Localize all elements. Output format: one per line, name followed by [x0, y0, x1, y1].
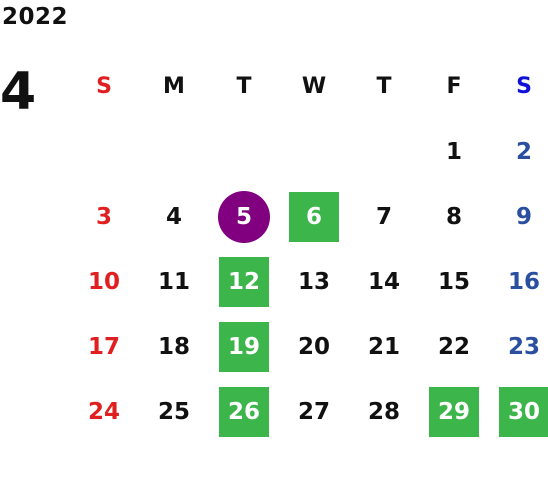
day-number: 18 [157, 333, 190, 360]
day-cell[interactable]: 19 [209, 314, 279, 379]
empty-day-cell [139, 119, 209, 184]
day-number: 10 [87, 268, 120, 295]
day-number: 17 [87, 333, 120, 360]
day-number: 21 [367, 333, 400, 360]
day-cell[interactable]: 22 [419, 314, 489, 379]
day-cell[interactable]: 16 [489, 249, 548, 314]
day-cell[interactable]: 4 [139, 184, 209, 249]
day-cell[interactable]: 18 [139, 314, 209, 379]
day-cell[interactable]: 15 [419, 249, 489, 314]
day-number: 3 [95, 203, 112, 230]
day-cell[interactable]: 10 [69, 249, 139, 314]
day-cell[interactable]: 12 [209, 249, 279, 314]
weekday-header: S [516, 74, 532, 99]
weekday-header: F [446, 74, 462, 99]
day-number: 24 [87, 398, 120, 425]
empty-day-cell [279, 119, 349, 184]
weekday-header: M [163, 74, 185, 99]
day-cell[interactable]: 1 [419, 119, 489, 184]
empty-day-cell [69, 119, 139, 184]
marked-day-number: 29 [429, 386, 479, 437]
day-number: 11 [157, 268, 190, 295]
day-cell[interactable]: 6 [279, 184, 349, 249]
day-cell[interactable]: 9 [489, 184, 548, 249]
marked-day-number: 12 [219, 256, 269, 307]
marked-day-number: 30 [499, 386, 548, 437]
day-cell[interactable]: 30 [489, 379, 548, 444]
day-number: 22 [437, 333, 470, 360]
day-number: 13 [297, 268, 330, 295]
day-number: 7 [375, 203, 392, 230]
day-cell[interactable]: 7 [349, 184, 419, 249]
calendar-grid: S M T W T F S 1 2 3 4 5 6 7 8 9 10 11 12 13 14 15 16 17 18 19 20 21… [69, 54, 548, 444]
day-number: 1 [445, 138, 462, 165]
day-cell[interactable]: 24 [69, 379, 139, 444]
day-cell[interactable]: 20 [279, 314, 349, 379]
empty-day-cell [349, 119, 419, 184]
day-number: 20 [297, 333, 330, 360]
day-cell[interactable]: 25 [139, 379, 209, 444]
day-cell[interactable]: 21 [349, 314, 419, 379]
calendar-month: 4 [0, 62, 37, 122]
marked-day-number: 6 [289, 191, 339, 242]
marked-day-number: 26 [219, 386, 269, 437]
day-number: 8 [445, 203, 462, 230]
day-number: 15 [437, 268, 470, 295]
day-cell[interactable]: 23 [489, 314, 548, 379]
day-number: 28 [367, 398, 400, 425]
day-number: 16 [507, 268, 540, 295]
weekday-header: S [96, 74, 112, 99]
day-number: 9 [515, 203, 532, 230]
weekday-header: W [301, 74, 327, 99]
day-cell[interactable]: 5 [209, 184, 279, 249]
day-cell[interactable]: 14 [349, 249, 419, 314]
day-cell[interactable]: 2 [489, 119, 548, 184]
day-cell[interactable]: 28 [349, 379, 419, 444]
calendar-year: 2022 [2, 4, 69, 30]
day-number: 2 [515, 138, 532, 165]
day-cell[interactable]: 17 [69, 314, 139, 379]
day-cell[interactable]: 8 [419, 184, 489, 249]
day-cell[interactable]: 11 [139, 249, 209, 314]
weekday-header: T [376, 74, 392, 99]
day-cell[interactable]: 29 [419, 379, 489, 444]
day-cell[interactable]: 27 [279, 379, 349, 444]
day-number: 27 [297, 398, 330, 425]
day-number: 4 [165, 203, 182, 230]
marked-day-number: 19 [219, 321, 269, 372]
today-day-number: 5 [218, 190, 270, 243]
empty-day-cell [209, 119, 279, 184]
day-number: 25 [157, 398, 190, 425]
day-cell[interactable]: 26 [209, 379, 279, 444]
day-number: 14 [367, 268, 400, 295]
day-number: 23 [507, 333, 540, 360]
weekday-header: T [236, 74, 252, 99]
day-cell[interactable]: 3 [69, 184, 139, 249]
day-cell[interactable]: 13 [279, 249, 349, 314]
